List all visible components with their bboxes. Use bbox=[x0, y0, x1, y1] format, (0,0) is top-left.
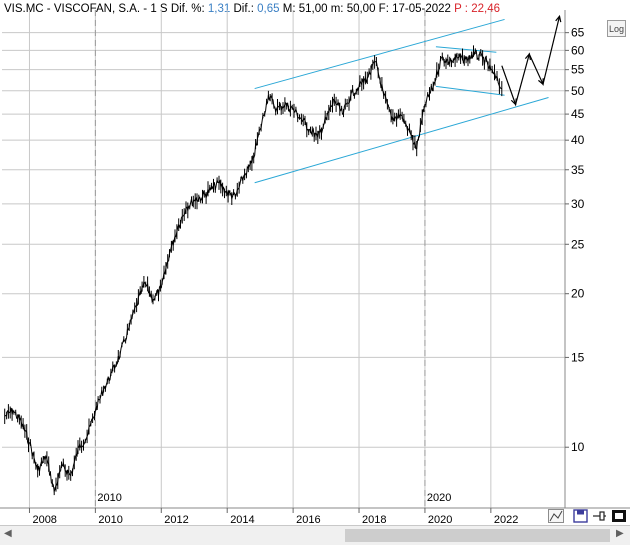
year-marker-label: 2020 bbox=[427, 492, 451, 504]
log-scale-button[interactable]: Log bbox=[607, 20, 626, 37]
p-label: P : bbox=[454, 3, 468, 15]
y-tick-label: 60 bbox=[571, 43, 585, 57]
y-tick-label: 55 bbox=[571, 63, 585, 77]
x-tick-label: 2014 bbox=[230, 514, 254, 525]
horizontal-scrollbar[interactable]: ◀ ▶ bbox=[0, 525, 630, 545]
scroll-thumb[interactable] bbox=[345, 529, 610, 542]
y-tick-label: 10 bbox=[571, 440, 585, 454]
channel-line bbox=[254, 18, 505, 90]
y-tick-label: 30 bbox=[571, 197, 585, 211]
axis-layer: 10 15 20 25 30 35 40 45 50 55 60 65 2008 2010 2012 2014… bbox=[0, 10, 630, 525]
y-tick-label: 40 bbox=[571, 133, 585, 147]
fullscreen-icon[interactable] bbox=[611, 509, 627, 523]
date-value: 17-05-2022 bbox=[392, 3, 451, 15]
projection-arrowhead bbox=[510, 98, 517, 106]
x-tick-label: 2016 bbox=[296, 514, 320, 525]
save-icon[interactable] bbox=[573, 509, 589, 523]
x-tick-label: 2008 bbox=[32, 514, 56, 525]
flag-line bbox=[435, 46, 497, 53]
pin-icon[interactable] bbox=[591, 509, 607, 523]
y-tick-label: 15 bbox=[571, 350, 585, 364]
dif-label: Dif.: bbox=[233, 3, 254, 15]
min-value: 50,00 bbox=[346, 3, 376, 15]
projection-arrowhead bbox=[524, 52, 531, 61]
y-tick-label: 65 bbox=[571, 26, 585, 40]
dif-value: 0,65 bbox=[257, 3, 280, 15]
grid-layer bbox=[2, 10, 565, 508]
chart-header: VIS.MC - VISCOFAN, S.A. - 1 S Dif. %: 1,… bbox=[4, 3, 500, 15]
projection-arrowhead bbox=[538, 78, 544, 86]
projection-arrowhead bbox=[555, 14, 562, 23]
scroll-right-icon[interactable]: ▶ bbox=[616, 528, 624, 539]
flag-line bbox=[435, 85, 505, 96]
p-value: 22,46 bbox=[471, 3, 500, 15]
date-label: F: bbox=[378, 3, 389, 15]
y-tick-label: 25 bbox=[571, 237, 585, 251]
max-value: 51,00 bbox=[298, 3, 328, 15]
y-tick-label: 35 bbox=[571, 163, 585, 177]
x-tick-label: 2010 bbox=[98, 514, 122, 525]
period-label: 1 S bbox=[150, 3, 168, 15]
channel-line bbox=[254, 97, 549, 184]
x-tick-label: 2018 bbox=[362, 514, 386, 525]
y-tick-label: 20 bbox=[571, 287, 585, 301]
symbol-label: VIS.MC - VISCOFAN, S.A. - bbox=[4, 3, 148, 15]
year-marker-label: 2010 bbox=[97, 492, 121, 504]
min-label: m: bbox=[330, 3, 344, 15]
max-label: M: bbox=[282, 3, 296, 15]
y-tick-label: 45 bbox=[571, 107, 585, 121]
price-line bbox=[4, 49, 502, 493]
scroll-left-icon[interactable]: ◀ bbox=[4, 528, 12, 539]
price-chart[interactable]: 10 15 20 25 30 35 40 45 50 55 60 65 2008 2010 2012 2014… bbox=[0, 0, 630, 525]
channel-layer bbox=[254, 18, 549, 184]
dif-pct-label: Dif. %: bbox=[170, 3, 205, 15]
x-tick-label: 2012 bbox=[164, 514, 188, 525]
y-tick-label: 50 bbox=[571, 84, 585, 98]
x-tick-label: 2020 bbox=[428, 514, 452, 525]
dif-pct-value: 1,31 bbox=[207, 3, 231, 15]
price-layer bbox=[4, 14, 562, 496]
x-tick-label: 2022 bbox=[494, 514, 518, 525]
line-tool-icon[interactable] bbox=[548, 509, 564, 523]
